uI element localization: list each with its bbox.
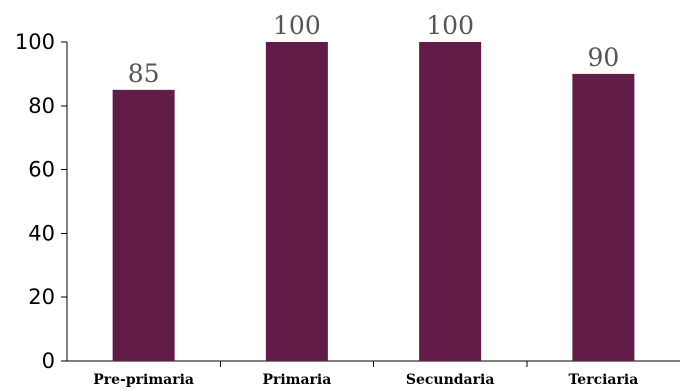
- plot-area: 0 20 40 60 80 100 85 Pre-primaria 100 Primaria 100…: [15, 11, 680, 388]
- bar: [572, 73, 635, 362]
- y-tick-label: 60: [28, 158, 55, 182]
- bar: [112, 89, 175, 361]
- x-tick-label: Pre-primaria: [93, 372, 194, 388]
- x-tick-label: Primaria: [262, 372, 331, 388]
- y-tick-label: 20: [28, 285, 55, 309]
- data-label: 90: [587, 43, 619, 72]
- y-tick-label: 100: [15, 30, 55, 54]
- data-label: 85: [128, 59, 160, 88]
- data-label: 100: [426, 11, 474, 40]
- y-tick-label: 0: [42, 349, 55, 373]
- bar: [419, 42, 482, 361]
- y-tick-label: 40: [28, 221, 55, 245]
- x-tick-label: Secundaria: [406, 372, 495, 388]
- x-tick-label: Terciaria: [568, 372, 638, 388]
- bar: [265, 42, 328, 361]
- y-tick-label: 80: [28, 94, 55, 118]
- data-label: 100: [273, 11, 321, 40]
